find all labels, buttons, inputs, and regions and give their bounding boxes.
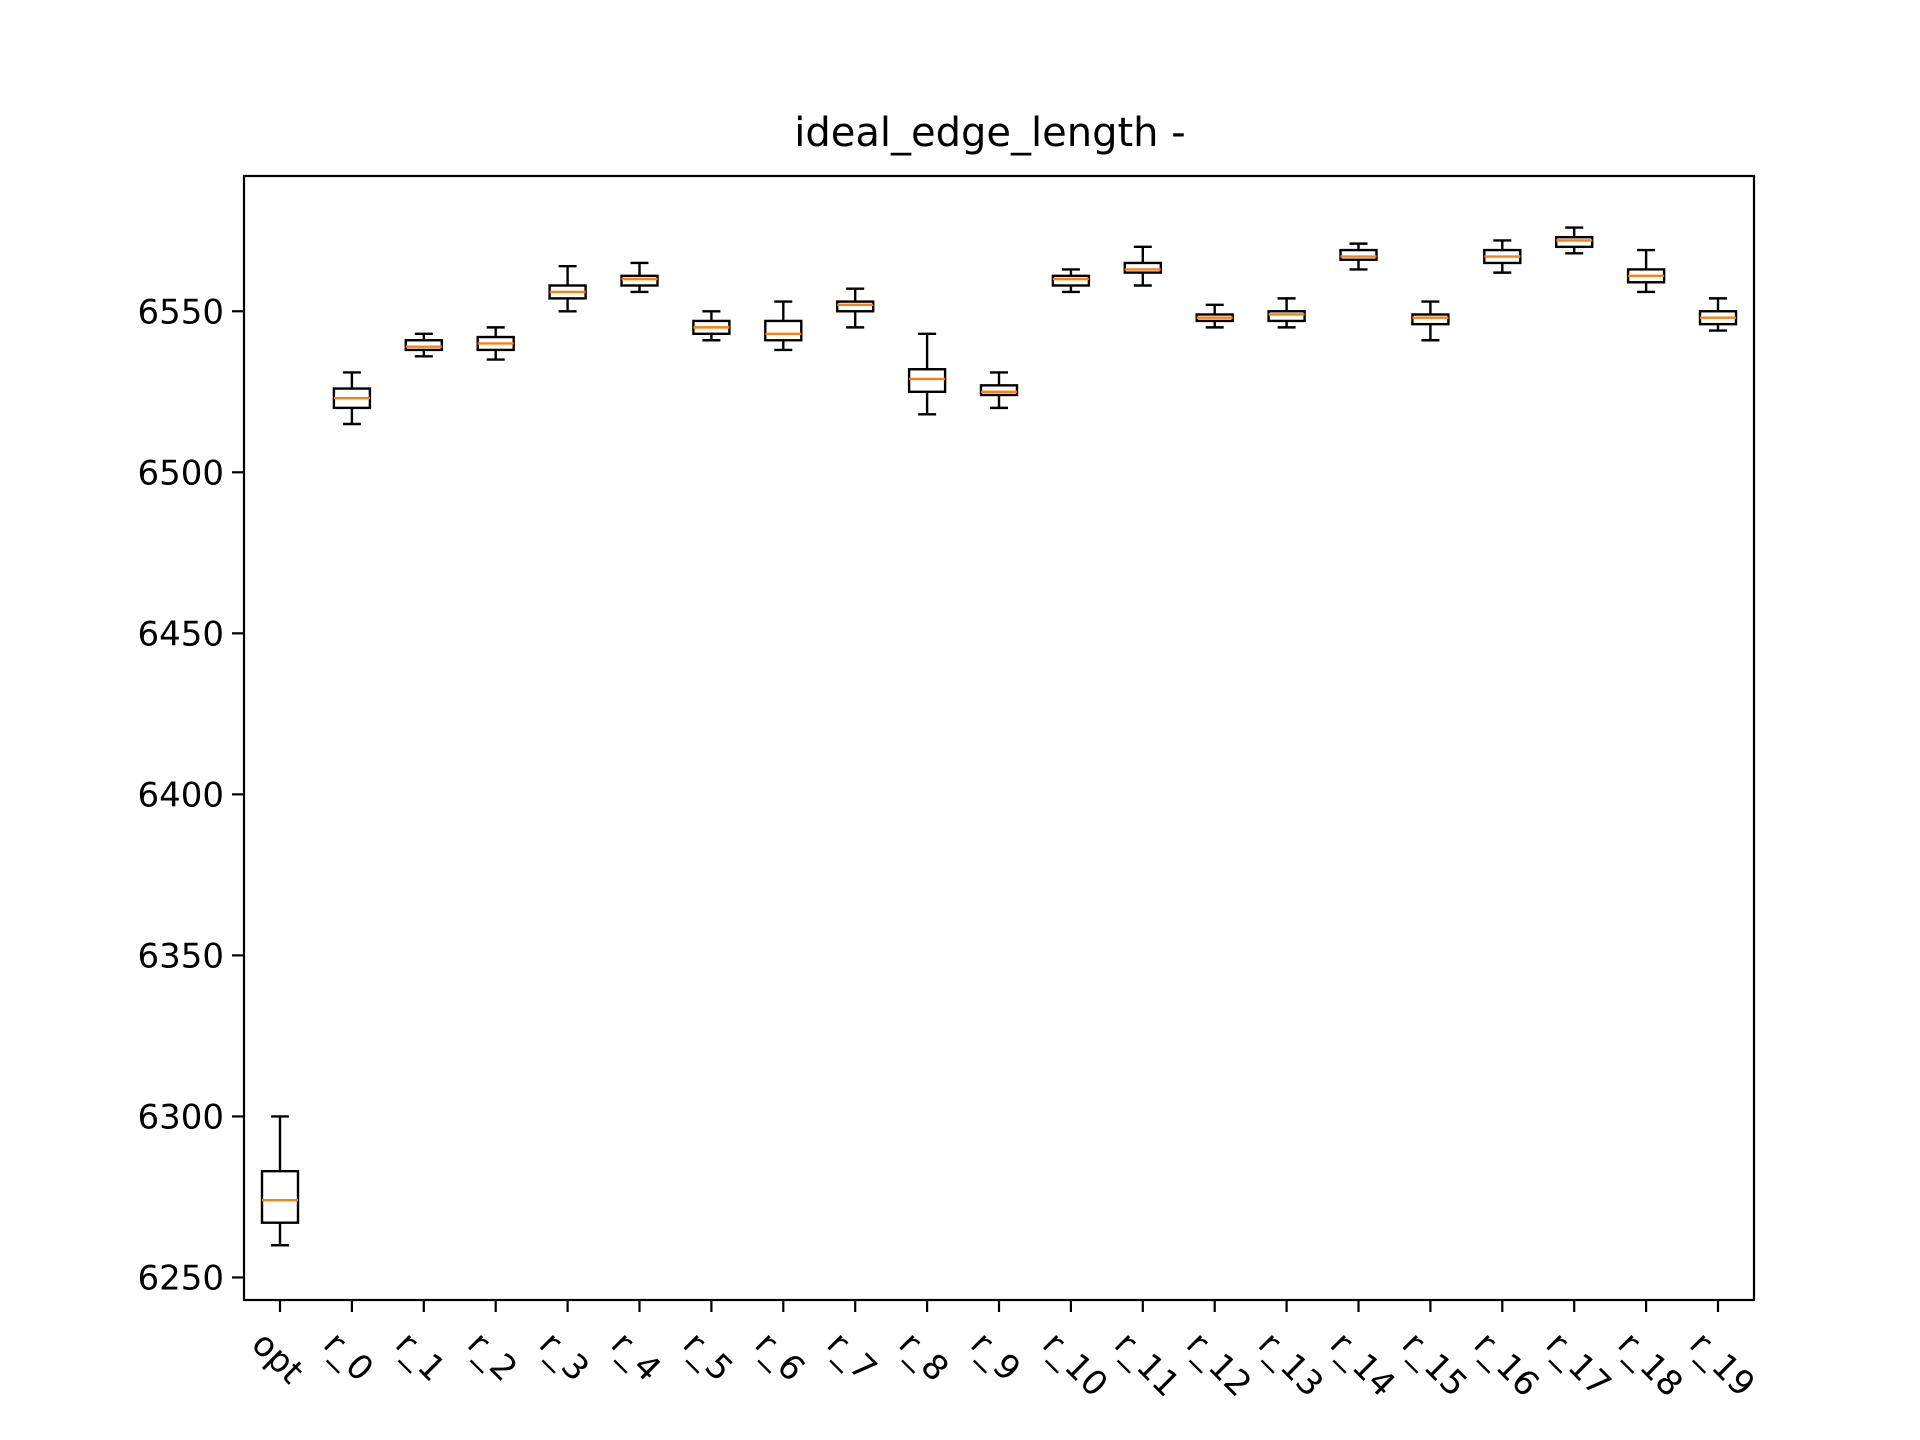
box-r_3 [548, 264, 587, 313]
y-tick-label: 6350 [137, 936, 224, 976]
chart-title: ideal_edge_length - [794, 110, 1185, 156]
y-tick-label: 6550 [137, 292, 224, 332]
box-r_18 [1626, 248, 1666, 294]
y-tick-label: 6250 [137, 1258, 224, 1298]
box-r_7 [836, 287, 875, 329]
box-r_9 [979, 371, 1019, 410]
box-r_19 [1698, 297, 1738, 332]
box-iqr [979, 384, 1019, 397]
box-r_10 [1051, 268, 1091, 294]
box-iqr [620, 274, 659, 287]
box-iqr [907, 368, 947, 393]
box-r_4 [620, 261, 659, 294]
box-iqr [1267, 310, 1306, 323]
box-r_16 [1483, 239, 1522, 274]
box-r_2 [476, 326, 515, 361]
box-r_1 [404, 332, 443, 358]
box-iqr [260, 1169, 300, 1224]
box-r_0 [332, 371, 372, 426]
y-axis: 6250 6300 6350 6400 6450 6500 6550 [137, 292, 244, 1298]
box-iqr [1051, 274, 1091, 287]
box-iqr [836, 300, 875, 313]
box-r_13 [1267, 297, 1306, 329]
box-iqr [1339, 248, 1378, 261]
box-iqr [1554, 235, 1594, 249]
box-iqr [764, 319, 803, 342]
box-r_5 [692, 310, 731, 342]
box-r_14 [1339, 242, 1378, 271]
y-tick-label: 6400 [137, 775, 224, 815]
box-r_17 [1554, 226, 1594, 255]
y-tick-label: 6500 [137, 453, 224, 493]
box-r_8 [907, 332, 947, 416]
plot-frame [242, 174, 1756, 1302]
box-r_11 [1123, 245, 1163, 287]
y-tick-label: 6450 [137, 614, 224, 654]
box-r_15 [1411, 300, 1450, 342]
y-tick-label: 6300 [137, 1097, 224, 1137]
box-r_6 [764, 300, 803, 352]
box-opt [260, 1115, 300, 1247]
box-iqr [1411, 313, 1450, 326]
boxes-layer [260, 226, 1738, 1247]
box-iqr [404, 339, 443, 352]
box-r_12 [1195, 303, 1234, 329]
box-iqr [1123, 261, 1163, 274]
